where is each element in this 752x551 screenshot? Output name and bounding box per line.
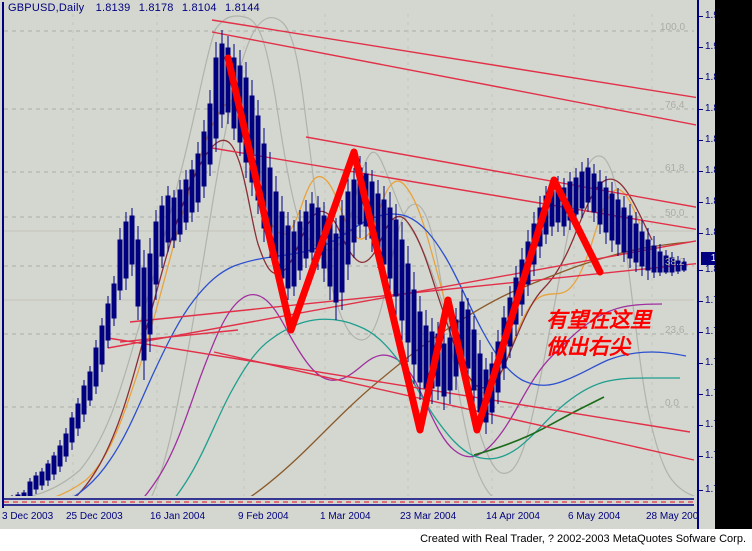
footer-credit: Created with Real Trader, ? 2002-2003 Me…: [420, 533, 746, 545]
fib-label: 61.8: [665, 163, 685, 174]
fib-label: 0.0: [665, 398, 679, 409]
date-tick: 9 Feb 2004: [238, 511, 289, 522]
symbol-label: GBPUSD,Daily: [8, 2, 85, 14]
fib-label: 76.4: [665, 100, 685, 111]
quote-close: 1.8144: [225, 2, 260, 14]
candlestick-series: [9, 30, 687, 505]
fib-label: 23.6: [665, 325, 685, 336]
quote-open: 1.8139: [95, 2, 131, 14]
chart-window: GBPUSD,Daily 1.8139 1.8178 1.8104 1.8144: [0, 0, 715, 529]
date-tick: 28 May 2004: [646, 511, 704, 522]
date-tick: 25 Dec 2003: [66, 511, 123, 522]
fib-label: 100.0: [660, 22, 686, 33]
symbol-quote-header: GBPUSD,Daily 1.8139 1.8178 1.8104 1.8144: [8, 2, 265, 14]
date-tick: 6 May 2004: [568, 511, 621, 522]
ma-green-line: [473, 396, 605, 456]
right-gutter: [715, 0, 752, 529]
date-tick: 1 Mar 2004: [320, 511, 371, 522]
date-tick: 16 Jan 2004: [150, 511, 206, 522]
date-tick: 3 Dec 2003: [2, 511, 54, 522]
date-tick: 23 Mar 2004: [400, 511, 457, 522]
annotation-line-2: 做出右尖: [546, 335, 630, 359]
annotation-line-1: 有望在这里: [546, 308, 651, 332]
ma-purple-line: [135, 294, 663, 506]
fib-label: 50.0: [665, 208, 685, 219]
chinese-annotation: 有望在这里 做出右尖: [546, 307, 651, 361]
footer-bar: Created with Real Trader, ? 2002-2003 Me…: [0, 529, 752, 551]
date-tick: 14 Apr 2004: [486, 511, 540, 522]
quote-high: 1.8178: [138, 2, 174, 14]
zigzag-overlay: [224, 54, 604, 434]
quote-low: 1.8104: [181, 2, 217, 14]
fib-label: 38.2: [665, 257, 685, 268]
date-axis[interactable]: 3 Dec 2003 25 Dec 2003 16 Jan 2004 9 Feb…: [0, 508, 704, 529]
